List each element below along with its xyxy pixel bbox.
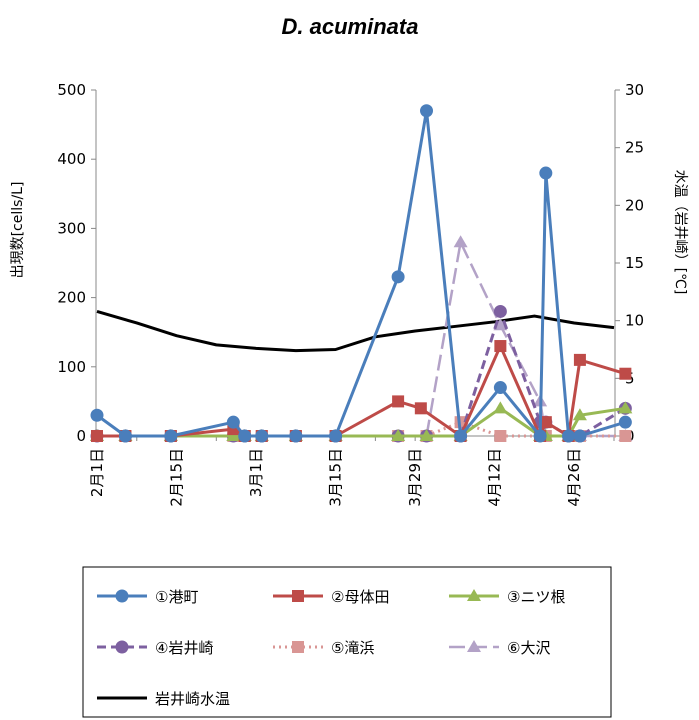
x-tick-label: 3月15日 bbox=[327, 448, 345, 507]
legend-swatch-marker bbox=[115, 589, 129, 603]
series-1-point bbox=[539, 166, 553, 180]
series-4-point bbox=[493, 304, 507, 318]
plot-area bbox=[90, 104, 633, 443]
series-1 bbox=[90, 104, 632, 443]
x-tick-label: 2月15日 bbox=[168, 448, 186, 507]
legend-entry-temperature: 岩井崎水温 bbox=[97, 690, 230, 708]
series-3-point bbox=[618, 401, 633, 414]
right-tick-label: 10 bbox=[625, 312, 644, 330]
right-tick-label: 20 bbox=[625, 196, 644, 214]
x-tick-label: 2月1日 bbox=[88, 448, 106, 497]
legend-swatch-marker bbox=[292, 641, 304, 653]
legend-label: ⑤滝浜 bbox=[331, 639, 374, 657]
legend-label: ①港町 bbox=[155, 588, 198, 606]
legend-entry-1: ①港町 bbox=[97, 588, 198, 606]
legend-label: 岩井崎水温 bbox=[155, 690, 230, 708]
series-1-point bbox=[454, 429, 468, 443]
right-tick-label: 15 bbox=[625, 254, 644, 272]
legend-box bbox=[82, 566, 612, 718]
series-2-point bbox=[619, 367, 632, 380]
x-axis-ticks: 2月1日 2月15日 3月1日 3月15日 3月29日 4月12日 4月26日 bbox=[88, 436, 615, 507]
series-1-point bbox=[289, 429, 303, 443]
series-temperature bbox=[96, 309, 615, 353]
series-2-point bbox=[494, 340, 507, 353]
series-6-point bbox=[453, 235, 468, 248]
series-1-point bbox=[533, 429, 547, 443]
series-5-point bbox=[619, 430, 632, 442]
left-tick-label: 500 bbox=[57, 81, 86, 99]
legend-swatch-marker bbox=[115, 640, 129, 654]
series-3-point bbox=[493, 401, 508, 414]
left-axis: 0 100 200 300 400 500 出現数[cells/L] bbox=[10, 81, 97, 445]
series-1-point bbox=[391, 270, 405, 284]
left-tick-label: 200 bbox=[57, 289, 86, 307]
legend-entry-2: ②母体田 bbox=[273, 588, 389, 606]
legend-label: ②母体田 bbox=[331, 588, 389, 606]
right-axis-label: 水温（岩井崎）[℃] bbox=[672, 170, 688, 295]
series-1-point bbox=[255, 429, 269, 443]
series-1-point bbox=[164, 429, 178, 443]
x-tick-label: 4月26日 bbox=[565, 448, 583, 507]
series-2-point bbox=[539, 416, 552, 429]
series-1-point bbox=[562, 429, 576, 443]
x-tick-label: 3月29日 bbox=[406, 448, 424, 507]
series-1-point bbox=[118, 429, 132, 443]
series-5-point bbox=[494, 430, 507, 442]
series-2-point bbox=[91, 430, 103, 442]
legend-label: ⑥大沢 bbox=[507, 639, 550, 657]
legend-swatch-marker bbox=[467, 640, 481, 652]
legend-entry-4: ④岩井崎 bbox=[97, 639, 213, 657]
series-1-point bbox=[90, 408, 104, 422]
series-1-point bbox=[573, 429, 587, 443]
legend-entry-5: ⑤滝浜 bbox=[273, 639, 374, 657]
left-tick-label: 400 bbox=[57, 150, 86, 168]
left-tick-label: 300 bbox=[57, 219, 86, 237]
series-1-point bbox=[618, 415, 632, 429]
series-2-point bbox=[573, 353, 586, 366]
series-3-point bbox=[572, 408, 587, 421]
series-2-point bbox=[414, 402, 427, 415]
left-tick-label: 0 bbox=[76, 427, 86, 445]
left-axis-label: 出現数[cells/L] bbox=[10, 182, 26, 279]
series-2-point bbox=[392, 395, 405, 408]
left-tick-label: 100 bbox=[57, 358, 86, 376]
series-3-point bbox=[419, 429, 434, 441]
right-axis: 051015202530 水温（岩井崎）[℃] bbox=[614, 81, 688, 445]
temperature-line bbox=[96, 309, 615, 353]
right-tick-label: 25 bbox=[625, 139, 644, 157]
legend-label: ③ニツ根 bbox=[507, 588, 565, 606]
legend-swatch-marker bbox=[467, 589, 481, 601]
series-1-point bbox=[420, 104, 434, 118]
x-tick-label: 4月12日 bbox=[486, 448, 504, 507]
series-3-point bbox=[391, 429, 406, 441]
legend-entry-6: ⑥大沢 bbox=[449, 639, 550, 657]
series-1-point bbox=[238, 429, 252, 443]
x-axis: 2月1日 2月15日 3月1日 3月15日 3月29日 4月12日 4月26日 bbox=[88, 435, 615, 507]
chart-title: D. acuminata bbox=[282, 14, 419, 39]
legend-label: ④岩井崎 bbox=[155, 639, 213, 657]
series-1-point bbox=[226, 415, 240, 429]
x-tick-label: 3月1日 bbox=[247, 448, 265, 497]
series-1-point bbox=[493, 381, 507, 395]
left-axis-ticks: 0 100 200 300 400 500 bbox=[57, 81, 96, 445]
series-1-point bbox=[329, 429, 343, 443]
right-tick-label: 30 bbox=[625, 81, 644, 99]
legend-entry-3: ③ニツ根 bbox=[449, 588, 565, 606]
legend-swatch-marker bbox=[292, 590, 304, 602]
